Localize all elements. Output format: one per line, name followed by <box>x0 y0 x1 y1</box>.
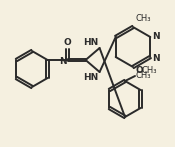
Text: N: N <box>59 56 67 66</box>
Text: O: O <box>136 66 144 75</box>
Text: CH₃: CH₃ <box>135 71 150 80</box>
Text: CH₃: CH₃ <box>135 14 150 23</box>
Text: HN: HN <box>83 73 99 82</box>
Text: O: O <box>64 38 71 47</box>
Text: N: N <box>152 31 160 41</box>
Text: CH₃: CH₃ <box>141 66 156 75</box>
Text: N: N <box>152 54 160 62</box>
Text: HN: HN <box>83 38 99 47</box>
